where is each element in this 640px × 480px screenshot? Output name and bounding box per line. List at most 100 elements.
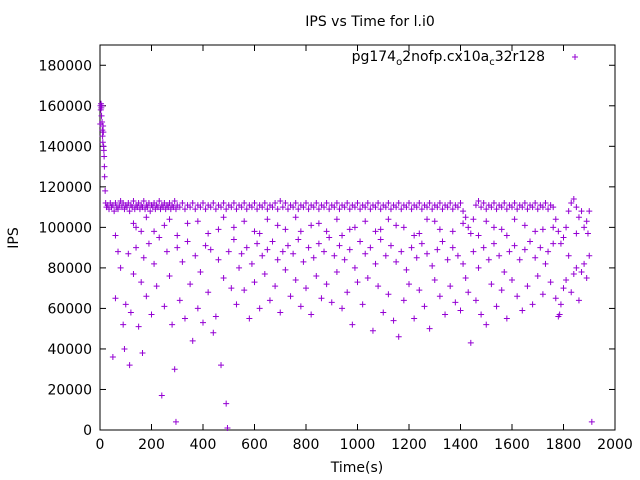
data-point xyxy=(125,250,132,257)
data-point xyxy=(254,240,261,247)
data-point xyxy=(393,222,400,229)
data-point xyxy=(202,206,209,213)
data-point xyxy=(251,228,258,235)
data-point xyxy=(367,206,374,213)
data-point xyxy=(192,206,199,213)
data-point xyxy=(238,250,245,257)
data-point xyxy=(575,297,582,304)
data-point xyxy=(248,204,255,211)
x-tick-label: 1400 xyxy=(443,437,479,453)
data-point xyxy=(313,273,320,279)
data-point xyxy=(498,204,505,211)
data-point xyxy=(357,238,364,245)
data-point xyxy=(385,200,392,207)
data-point xyxy=(568,200,575,207)
data-point xyxy=(354,200,361,207)
data-point xyxy=(277,198,284,205)
data-point xyxy=(426,200,433,207)
data-point xyxy=(454,204,461,211)
data-point xyxy=(488,281,495,288)
data-point xyxy=(109,354,116,361)
x-tick-label: 400 xyxy=(190,437,217,453)
data-point xyxy=(282,200,289,207)
data-point xyxy=(308,311,315,318)
data-point xyxy=(367,244,374,251)
data-point xyxy=(583,218,590,225)
data-point xyxy=(143,214,150,221)
data-point xyxy=(238,204,245,211)
data-point xyxy=(462,275,469,282)
data-point xyxy=(207,204,214,211)
data-point xyxy=(287,293,294,300)
data-point xyxy=(557,301,564,308)
data-point xyxy=(385,216,392,223)
data-point xyxy=(130,198,137,205)
data-point xyxy=(416,230,423,237)
data-point xyxy=(557,240,564,247)
data-point xyxy=(215,256,222,263)
data-point xyxy=(130,220,137,227)
data-point xyxy=(431,218,438,225)
data-point xyxy=(552,216,559,223)
data-point xyxy=(351,224,358,231)
data-point xyxy=(514,293,521,300)
data-point xyxy=(382,252,389,259)
data-point xyxy=(550,240,557,247)
data-point xyxy=(398,248,405,255)
data-point xyxy=(230,236,237,243)
data-point xyxy=(429,206,436,213)
data-point xyxy=(403,204,410,211)
data-point xyxy=(279,204,286,211)
x-tick-label: 800 xyxy=(293,437,320,453)
data-point xyxy=(490,240,497,247)
data-point xyxy=(102,187,109,194)
data-point xyxy=(101,163,108,170)
y-tick-label: 100000 xyxy=(39,220,92,236)
data-point xyxy=(151,228,158,235)
data-point xyxy=(282,226,289,233)
data-point xyxy=(130,270,137,277)
data-point xyxy=(223,206,230,213)
data-point xyxy=(575,214,582,221)
data-point xyxy=(297,228,304,235)
data-point xyxy=(156,234,163,241)
data-point xyxy=(460,260,467,267)
data-point xyxy=(228,204,235,211)
data-point xyxy=(449,228,456,235)
data-point xyxy=(375,200,382,207)
data-point xyxy=(181,206,188,213)
data-point xyxy=(174,232,181,239)
data-point xyxy=(483,218,490,225)
data-point xyxy=(210,200,217,207)
data-point xyxy=(431,277,438,284)
data-point xyxy=(449,244,456,251)
data-point xyxy=(274,206,281,213)
data-point xyxy=(411,232,418,239)
data-point xyxy=(272,200,279,207)
data-point xyxy=(349,321,356,328)
data-point xyxy=(362,218,369,225)
data-point xyxy=(303,200,309,207)
data-point xyxy=(377,226,384,233)
data-point xyxy=(323,281,330,288)
data-point xyxy=(532,200,539,207)
data-point xyxy=(158,392,165,399)
data-point xyxy=(480,244,487,251)
data-point xyxy=(200,200,206,207)
data-point xyxy=(197,204,204,211)
data-point xyxy=(225,248,232,255)
data-point xyxy=(246,315,253,322)
data-point xyxy=(251,200,258,207)
x-tick-label: 600 xyxy=(241,437,268,453)
data-point xyxy=(416,287,423,294)
data-point xyxy=(483,206,490,213)
data-point xyxy=(122,301,129,308)
data-point xyxy=(305,244,312,251)
data-point xyxy=(205,289,212,296)
data-point xyxy=(140,254,147,261)
data-point xyxy=(223,400,230,407)
data-point xyxy=(354,279,361,286)
data-point xyxy=(584,230,591,237)
data-point xyxy=(284,242,291,249)
data-point xyxy=(400,224,407,231)
